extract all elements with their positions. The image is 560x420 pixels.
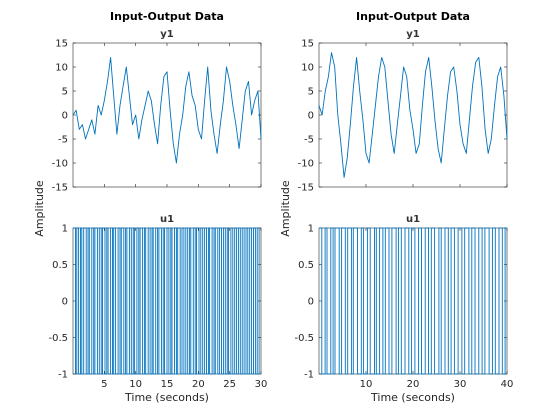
panel-title: u1	[406, 214, 420, 225]
x-axis-label: Time (seconds)	[124, 391, 209, 404]
x-tick-label: 20	[407, 379, 420, 390]
y-tick-label: -0.5	[294, 333, 314, 344]
y-tick-label: -1	[58, 370, 68, 381]
x-tick-label: 40	[501, 379, 514, 390]
y-tick-label: 1	[308, 224, 314, 235]
y-tick-label: -5	[58, 135, 68, 146]
x-tick-label: 5	[101, 379, 107, 390]
panel-title: y1	[160, 29, 174, 40]
y-tick-label: -15	[298, 183, 314, 194]
x-tick-label: 30	[454, 379, 467, 390]
y-tick-label: -10	[298, 159, 314, 170]
x-tick-label: 15	[161, 379, 174, 390]
x-tick-label: 10	[129, 379, 142, 390]
y-tick-label: 0.5	[298, 260, 314, 271]
y-tick-label: 0	[62, 297, 68, 308]
x-tick-label: 10	[360, 379, 373, 390]
y-tick-label: 0	[308, 111, 314, 122]
y-tick-label: -1	[304, 370, 314, 381]
y-tick-label: 15	[55, 39, 68, 50]
y-axis-label: Amplitude	[33, 180, 46, 237]
series-line	[72, 56, 262, 164]
series-line	[73, 227, 261, 375]
y-tick-label: -0.5	[48, 333, 68, 344]
y-tick-label: 5	[62, 87, 68, 98]
y-tick-label: 0	[308, 297, 314, 308]
y-axis-label: Amplitude	[279, 180, 292, 237]
y-tick-label: -10	[52, 159, 68, 170]
y-tick-label: 10	[55, 63, 68, 74]
y-tick-label: 1	[62, 224, 68, 235]
plot-area	[72, 42, 262, 188]
y-tick-label: -15	[52, 183, 68, 194]
x-tick-label: 30	[255, 379, 268, 390]
series-line	[318, 52, 508, 178]
y-tick-label: -5	[304, 135, 314, 146]
plot-area	[318, 227, 508, 375]
chart-title: Input-Output Data	[356, 10, 470, 23]
chart-title: Input-Output Data	[110, 10, 224, 23]
panel-title: u1	[160, 214, 174, 225]
y-tick-label: 0	[62, 111, 68, 122]
x-tick-label: 25	[223, 379, 236, 390]
y-tick-label: 10	[301, 63, 314, 74]
series-line	[319, 227, 507, 375]
y-tick-label: 0.5	[52, 260, 68, 271]
panel-title: y1	[406, 29, 420, 40]
x-tick-label: 20	[192, 379, 205, 390]
y-tick-label: 5	[308, 87, 314, 98]
y-tick-label: 15	[301, 39, 314, 50]
plot-area	[318, 42, 508, 188]
x-axis-label: Time (seconds)	[370, 391, 455, 404]
